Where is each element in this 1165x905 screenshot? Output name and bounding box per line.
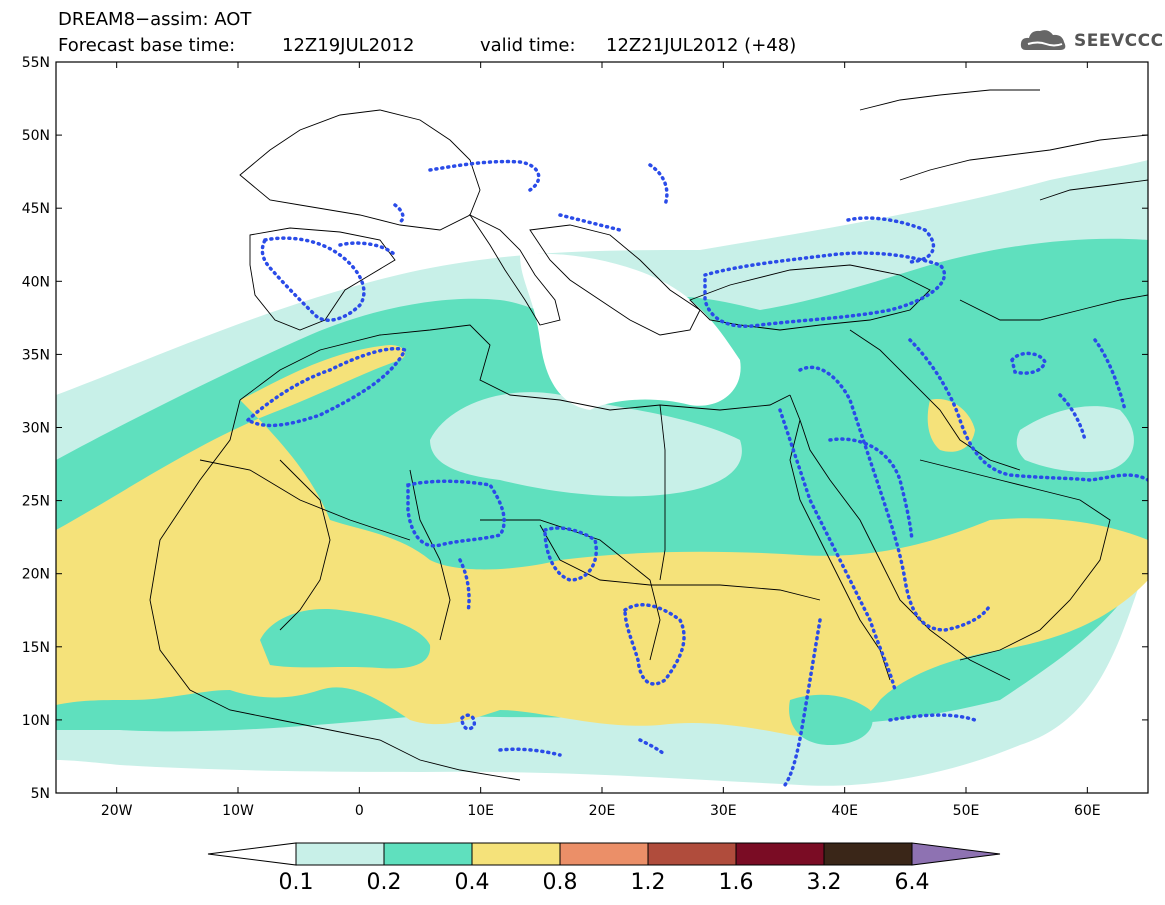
colorbar-level-label: 6.4: [895, 870, 930, 895]
aot-band-0-1-libya: [430, 392, 742, 497]
aot-band-0-2-sahel-west: [260, 609, 431, 669]
coastlines: [149, 89, 1148, 781]
lat-tick-label: 40N: [22, 274, 50, 290]
colorbar-level-label: 0.4: [455, 870, 490, 895]
base-time-label: Forecast base time:: [58, 35, 236, 56]
lat-tick-label: 55N: [22, 55, 50, 71]
lon-tick-label: 50E: [953, 803, 980, 819]
lat-tick-label: 10N: [22, 713, 50, 729]
latitude-axis: 55N 50N 45N 40N 35N 30N 25N 20N 15N 10N 5N: [22, 55, 1148, 802]
colorbar-level-label: 3.2: [807, 870, 842, 895]
colorbar: 0.1 0.2 0.4 0.8 1.2 1.6 3.2 6.4: [207, 842, 1001, 895]
colorbar-right-arrow: [911, 842, 1001, 866]
lon-tick-label: 20W: [101, 803, 133, 819]
brand-logo-text: SEEVCCC: [1074, 31, 1164, 51]
lon-tick-label: 40E: [831, 803, 858, 819]
colorbar-swatch: [559, 842, 649, 866]
aot-band-0-1-iran: [1016, 406, 1134, 472]
colorbar-level-label: 1.6: [719, 870, 754, 895]
colorbar-level-label: 0.8: [543, 870, 578, 895]
colorbar-swatch: [647, 842, 737, 866]
lat-tick-label: 30N: [22, 421, 50, 437]
colorbar-swatch: [471, 842, 561, 866]
base-time-value: 12Z19JUL2012: [282, 35, 415, 56]
valid-time-label: valid time:: [480, 35, 576, 56]
mediterranean-low-aot: [520, 253, 741, 410]
valid-time-value: 12Z21JUL2012 (+48): [606, 35, 797, 56]
lat-tick-label: 5N: [31, 786, 50, 802]
aot-contours: [245, 159, 1148, 787]
lon-tick-label: 0: [355, 803, 364, 819]
lat-tick-label: 15N: [22, 640, 50, 656]
colorbar-swatch: [295, 842, 385, 866]
lon-tick-label: 10W: [222, 803, 254, 819]
cloud-icon: [1020, 30, 1066, 50]
aot-band-0-4-iraq: [927, 399, 975, 452]
colorbar-swatch: [735, 842, 825, 866]
lat-tick-label: 25N: [22, 494, 50, 510]
colorbar-level-label: 0.1: [279, 870, 314, 895]
lon-tick-label: 30E: [710, 803, 737, 819]
aot-shading: [56, 62, 1148, 793]
aot-band-0-2-horn: [789, 694, 873, 745]
lat-tick-label: 20N: [22, 567, 50, 583]
lon-tick-label: 60E: [1074, 803, 1101, 819]
colorbar-level-label: 1.2: [631, 870, 666, 895]
map-title: DREAM8−assim: AOT: [58, 9, 252, 30]
lon-tick-label: 20E: [589, 803, 616, 819]
lat-tick-label: 35N: [22, 347, 50, 363]
colorbar-level-label: 0.2: [367, 870, 402, 895]
colorbar-left-arrow: [207, 842, 297, 866]
lon-tick-label: 10E: [467, 803, 494, 819]
colorbar-swatch: [823, 842, 913, 866]
colorbar-swatch: [383, 842, 473, 866]
longitude-axis: 20W 10W 0 10E 20E 30E 40E 50E 60E: [101, 62, 1101, 819]
lat-tick-label: 50N: [22, 128, 50, 144]
lat-tick-label: 45N: [22, 201, 50, 217]
